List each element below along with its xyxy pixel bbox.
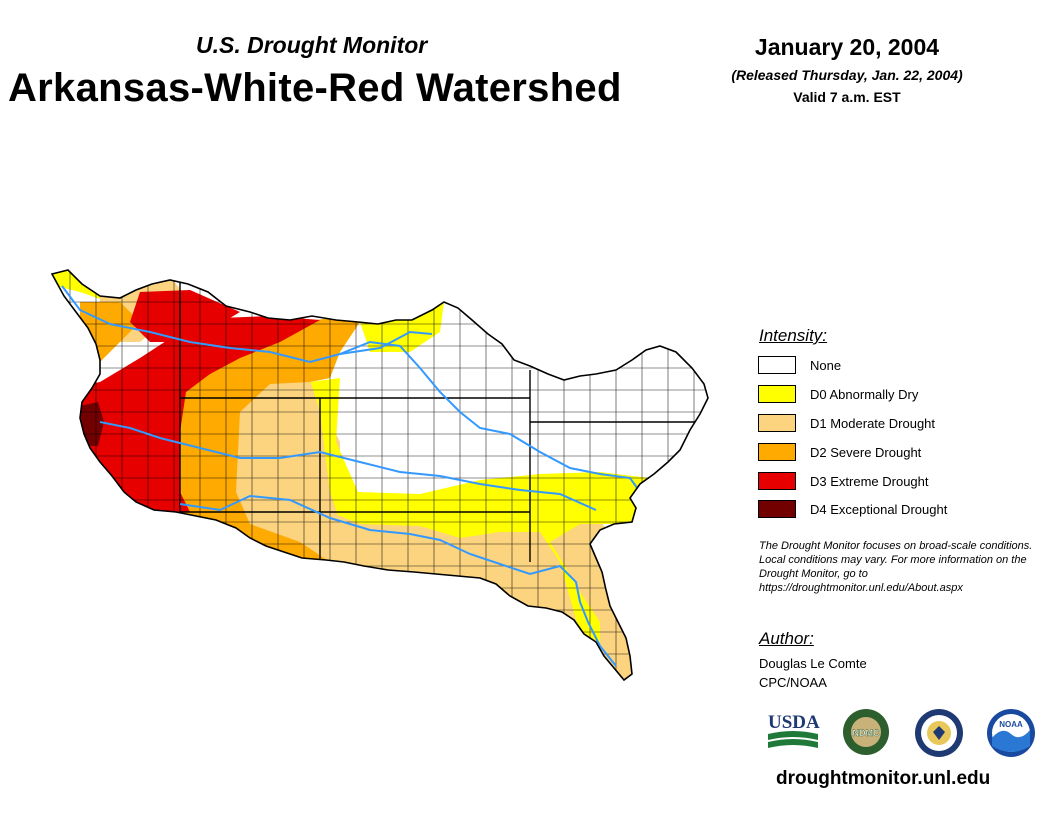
state-lines — [179, 270, 708, 562]
usda-logo: USDA — [768, 712, 820, 748]
area-d1-central — [230, 380, 340, 522]
area-d3-north — [130, 290, 240, 342]
map-title: Arkansas-White-Red Watershed — [8, 66, 622, 110]
legend-item-d2: D2 Severe Drought — [758, 442, 921, 462]
release-date: (Released Thursday, Jan. 22, 2004) — [731, 67, 963, 83]
watershed-drought-map — [50, 269, 709, 682]
legend-swatch — [758, 500, 796, 518]
svg-text:NDMC: NDMC — [853, 728, 880, 738]
legend-label: None — [810, 357, 842, 373]
legend-swatch — [758, 356, 796, 374]
red-river — [179, 494, 617, 667]
smoky-hill-river — [339, 330, 433, 355]
area-d0-abnormally-dry — [310, 378, 680, 642]
map-date: January 20, 2004 — [754, 34, 940, 60]
author-name: Douglas Le Comte — [759, 656, 867, 671]
department-of-commerce-seal-icon — [915, 709, 963, 757]
author-heading: Author: — [759, 629, 814, 648]
legend-item-d3: D3 Extreme Drought — [758, 471, 929, 491]
legend-label: D3 Extreme Drought — [810, 473, 929, 489]
legend-item-none: None — [758, 355, 841, 375]
arkansas-river — [61, 285, 641, 512]
author-organization: CPC/NOAA — [759, 675, 827, 690]
legend-label: D4 Exceptional Drought — [810, 501, 948, 517]
website-url[interactable]: droughtmonitor.unl.edu — [776, 768, 991, 789]
legend-label: D0 Abnormally Dry — [810, 386, 919, 402]
valid-time: Valid 7 a.m. EST — [793, 89, 901, 105]
legend-swatch — [758, 385, 796, 403]
legend-swatch — [758, 443, 796, 461]
canadian-river — [99, 421, 597, 511]
legend-swatch — [758, 414, 796, 432]
disclaimer-note: The Drought Monitor focuses on broad-sca… — [759, 540, 1033, 594]
legend-item-d1: D1 Moderate Drought — [758, 413, 935, 433]
legend-label: D1 Moderate Drought — [810, 415, 936, 431]
legend-swatch — [758, 472, 796, 490]
legend-label: D2 Severe Drought — [810, 444, 922, 460]
ndmc-logo: NDMC — [843, 709, 889, 755]
legend-item-d0: D0 Abnormally Dry — [758, 384, 918, 404]
rivers — [61, 285, 641, 667]
map-subtitle: U.S. Drought Monitor — [196, 32, 428, 58]
svg-text:USDA: USDA — [768, 712, 820, 733]
noaa-logo: NOAA — [987, 709, 1035, 757]
watershed-boundary — [50, 269, 709, 682]
legend-title: Intensity: — [759, 326, 828, 345]
area-d4-exceptional-drought — [80, 402, 104, 446]
legend-item-d4: D4 Exceptional Drought — [758, 499, 947, 519]
svg-text:NOAA: NOAA — [999, 720, 1023, 729]
